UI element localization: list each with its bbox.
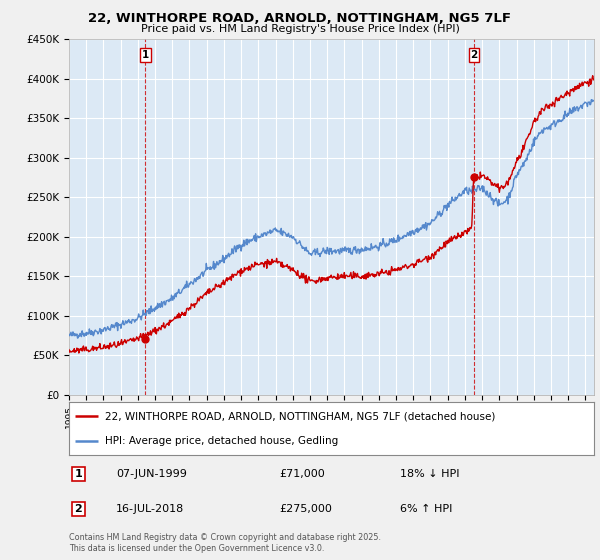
Text: Price paid vs. HM Land Registry's House Price Index (HPI): Price paid vs. HM Land Registry's House … xyxy=(140,24,460,34)
Text: £71,000: £71,000 xyxy=(279,469,325,479)
Text: 07-JUN-1999: 07-JUN-1999 xyxy=(116,469,187,479)
Text: 6% ↑ HPI: 6% ↑ HPI xyxy=(400,504,452,514)
Text: 22, WINTHORPE ROAD, ARNOLD, NOTTINGHAM, NG5 7LF (detached house): 22, WINTHORPE ROAD, ARNOLD, NOTTINGHAM, … xyxy=(105,412,495,422)
Text: 18% ↓ HPI: 18% ↓ HPI xyxy=(400,469,459,479)
Text: 1: 1 xyxy=(142,50,149,60)
Text: 22, WINTHORPE ROAD, ARNOLD, NOTTINGHAM, NG5 7LF: 22, WINTHORPE ROAD, ARNOLD, NOTTINGHAM, … xyxy=(89,12,511,25)
Text: 16-JUL-2018: 16-JUL-2018 xyxy=(116,504,185,514)
Text: £275,000: £275,000 xyxy=(279,504,332,514)
Text: HPI: Average price, detached house, Gedling: HPI: Average price, detached house, Gedl… xyxy=(105,436,338,446)
Text: 2: 2 xyxy=(470,50,478,60)
Text: 2: 2 xyxy=(74,504,82,514)
Text: Contains HM Land Registry data © Crown copyright and database right 2025.
This d: Contains HM Land Registry data © Crown c… xyxy=(69,533,381,553)
Text: 1: 1 xyxy=(74,469,82,479)
